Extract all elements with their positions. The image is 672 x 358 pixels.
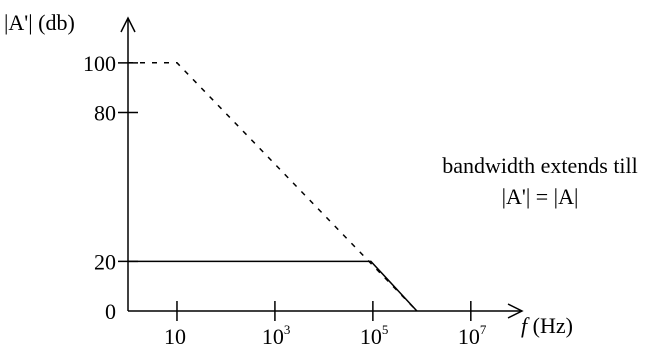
annotation-line-2: |A'| = |A| — [502, 184, 579, 209]
annotation-line-1: bandwidth extends till — [442, 153, 638, 178]
x-tick-label-base: 10 — [164, 324, 186, 349]
x-axis-arrow — [507, 303, 524, 319]
x-tick-label-exponent: 7 — [480, 322, 487, 337]
y-tick-label: 20 — [94, 249, 116, 274]
y-tick-label: 100 — [83, 51, 116, 76]
y-axis-label: |A'| (db) — [4, 10, 75, 35]
series-group — [128, 62, 418, 312]
open-loop-gain-line — [128, 62, 418, 312]
x-axis-label-unit: (Hz) — [527, 313, 573, 338]
x-tick-label-base: 10 — [360, 324, 382, 349]
x-axis-label: f (Hz) — [521, 313, 573, 338]
x-tick-label-base: 10 — [262, 324, 284, 349]
x-tick-label: 107 — [458, 322, 487, 349]
closed-loop-gain-line — [128, 260, 418, 312]
x-tick-label: 105 — [360, 322, 389, 349]
x-tick-label-base: 10 — [458, 324, 480, 349]
x-tick-label: 103 — [262, 322, 291, 349]
x-tick-label: 10 — [164, 324, 186, 349]
x-tick-label-exponent: 3 — [284, 322, 291, 337]
x-tick-label-exponent: 5 — [382, 322, 389, 337]
x-axis-label-symbol: f — [521, 313, 530, 338]
y-axis-arrow — [120, 16, 136, 33]
axes — [120, 16, 524, 319]
y-tick-label: 80 — [94, 100, 116, 125]
y-tick-label: 0 — [105, 299, 116, 324]
